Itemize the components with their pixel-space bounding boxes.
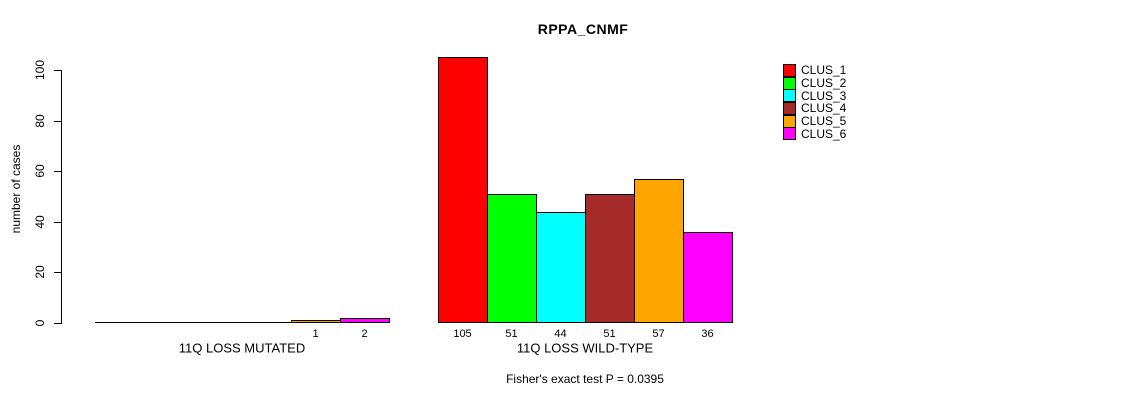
y-axis-title: number of cases	[9, 144, 23, 234]
legend-label: CLUS_3	[801, 88, 847, 103]
legend-item: CLUS_5	[783, 114, 847, 129]
bar-value-label: 1	[312, 328, 319, 340]
bar	[683, 232, 733, 323]
y-tick-mark	[54, 70, 61, 71]
bar-value-label: 44	[554, 328, 567, 340]
legend-swatch	[783, 89, 796, 103]
bar	[634, 179, 684, 323]
x-group-label: 11Q LOSS WILD-TYPE	[516, 340, 654, 356]
legend-item: CLUS_3	[783, 88, 847, 103]
legend-label: CLUS_1	[801, 63, 847, 78]
y-tick-label: 0	[33, 319, 47, 327]
legend-label: CLUS_5	[801, 114, 847, 129]
y-tick-mark	[54, 121, 61, 122]
legend-swatch	[783, 127, 796, 141]
bar	[291, 320, 341, 323]
bar	[340, 318, 390, 323]
y-axis-line	[61, 70, 62, 324]
bar-value-label: 36	[701, 328, 714, 340]
y-tick-label: 20	[33, 265, 47, 279]
group-baseline	[95, 322, 390, 323]
legend-label: CLUS_4	[801, 101, 847, 116]
bar-value-label: 2	[361, 328, 368, 340]
y-tick-mark	[54, 323, 61, 324]
legend-item: CLUS_2	[783, 76, 847, 91]
legend-swatch	[783, 63, 796, 77]
bar	[536, 212, 586, 323]
bar-value-label: 51	[505, 328, 518, 340]
y-tick-mark	[54, 222, 61, 223]
y-tick-label: 40	[33, 215, 47, 229]
fisher-test-note: Fisher's exact test P = 0.0395	[506, 372, 664, 386]
bar-value-label: 51	[603, 328, 616, 340]
y-tick-mark	[54, 171, 61, 172]
legend-item: CLUS_1	[783, 63, 847, 78]
y-tick-label: 80	[33, 114, 47, 128]
chart-title: RPPA_CNMF	[537, 21, 629, 37]
legend-swatch	[783, 114, 796, 128]
y-tick-label: 100	[33, 59, 47, 81]
legend-label: CLUS_2	[801, 76, 847, 91]
legend: CLUS_1 CLUS_2 CLUS_3 CLUS_4 CLUS_5 CLUS_6	[783, 63, 847, 141]
bar-value-label: 57	[652, 328, 665, 340]
legend-swatch	[783, 76, 796, 90]
bar	[438, 57, 488, 323]
x-group-label: 11Q LOSS MUTATED	[178, 340, 306, 356]
y-tick-mark	[54, 272, 61, 273]
legend-item: CLUS_6	[783, 126, 847, 141]
bar	[487, 194, 537, 323]
legend-item: CLUS_4	[783, 101, 847, 116]
legend-label: CLUS_6	[801, 126, 847, 141]
y-tick-label: 60	[33, 164, 47, 178]
bar	[585, 194, 635, 323]
bar-value-label: 105	[453, 328, 472, 340]
legend-swatch	[783, 101, 796, 115]
